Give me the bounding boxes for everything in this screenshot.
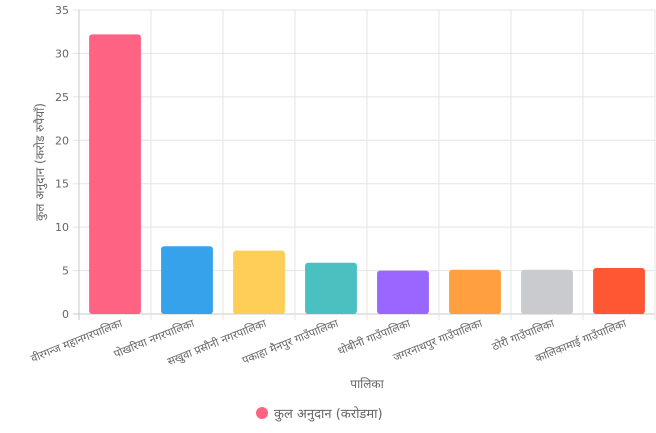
bar[interactable] xyxy=(377,270,429,314)
y-tick-label: 10 xyxy=(55,221,69,234)
legend[interactable]: कुल अनुदान (करोडमा) xyxy=(256,406,383,422)
bar[interactable] xyxy=(521,269,573,314)
x-axis-ticks: वीरगन्ज महानगरपालिकापोखरिया नगरपालिकासखु… xyxy=(29,317,628,369)
grid-lines xyxy=(73,9,656,320)
legend-swatch xyxy=(256,407,268,419)
x-axis-title: पालिका xyxy=(350,377,384,391)
bar[interactable] xyxy=(233,250,285,314)
bar[interactable] xyxy=(305,262,357,314)
y-tick-label: 35 xyxy=(55,4,69,17)
y-axis-ticks: 0 5 10 15 20 25 30 35 xyxy=(55,4,69,321)
y-axis-title: कुल अनुदान (करोड रुपैयाँ) xyxy=(33,103,48,221)
bar[interactable] xyxy=(161,246,213,314)
bar[interactable] xyxy=(593,267,645,314)
y-tick-label: 5 xyxy=(62,265,69,278)
bars xyxy=(89,34,645,314)
bar[interactable] xyxy=(89,34,141,314)
y-tick-label: 0 xyxy=(62,308,69,321)
y-tick-label: 30 xyxy=(55,47,69,60)
y-tick-label: 15 xyxy=(55,178,69,191)
x-tick-label: वीरगन्ज महानगरपालिका xyxy=(29,317,124,366)
y-tick-label: 25 xyxy=(55,91,69,104)
legend-label: कुल अनुदान (करोडमा) xyxy=(274,406,383,422)
y-tick-label: 20 xyxy=(55,134,69,147)
bar[interactable] xyxy=(449,269,501,314)
